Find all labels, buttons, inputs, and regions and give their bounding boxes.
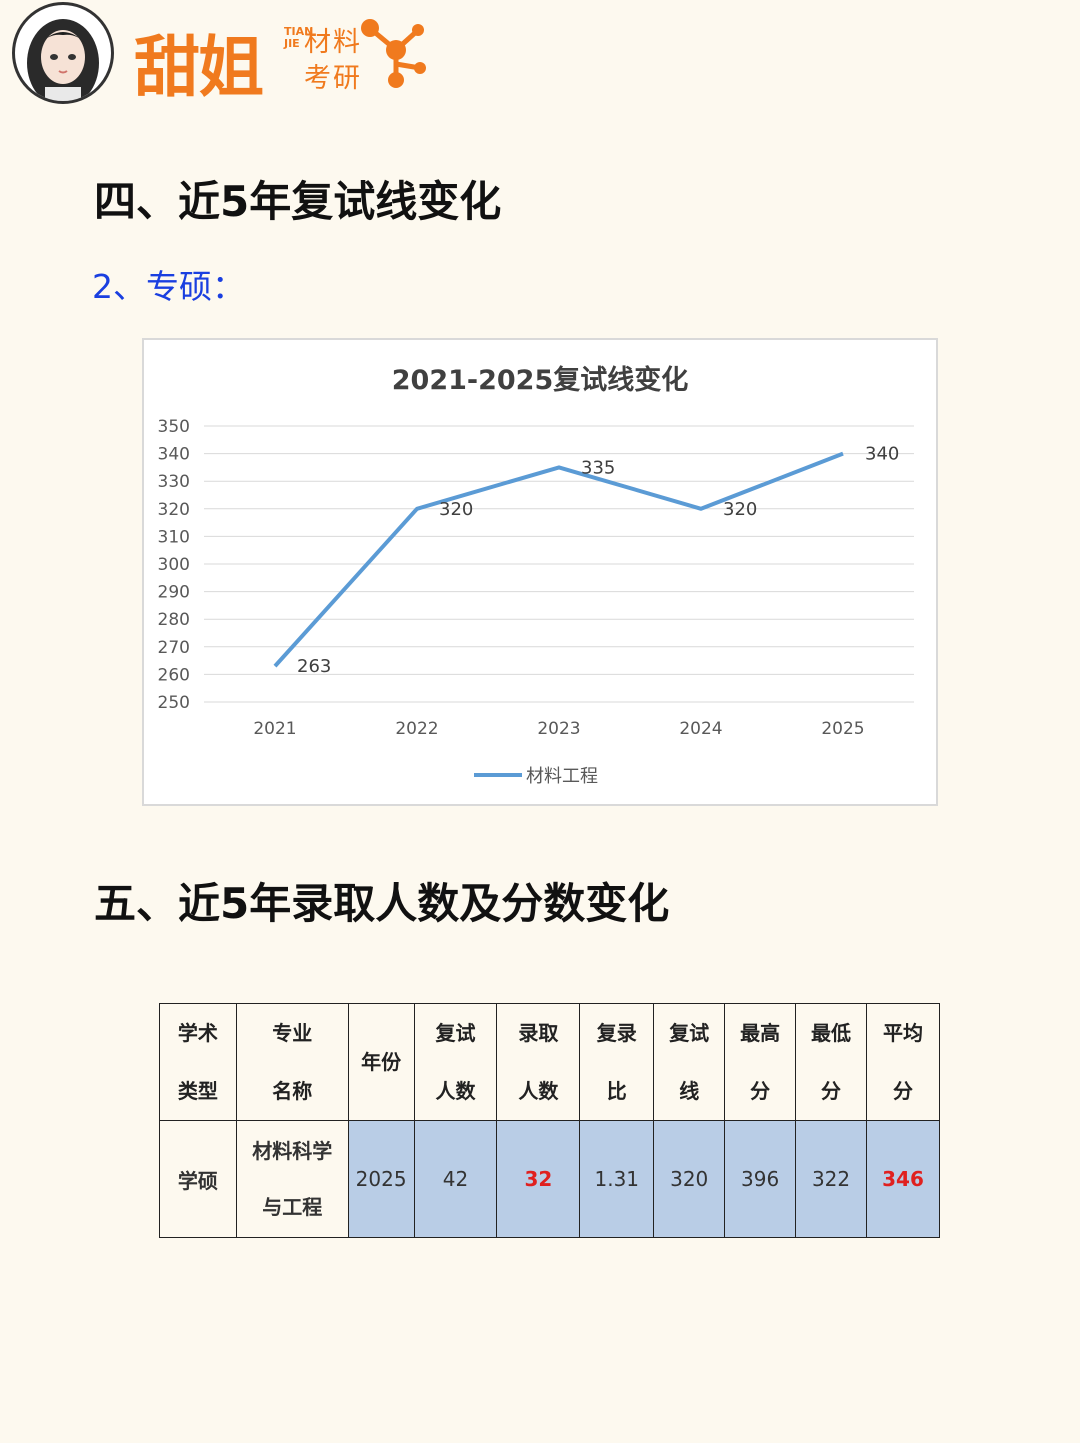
data-label: 335 [581,457,615,478]
header-admit-count: 录取 人数 [496,1003,581,1121]
y-tick-label: 350 [158,417,190,437]
series-line [273,451,844,668]
y-tick-label: 280 [158,610,190,630]
header-retest-count: 复试 人数 [413,1003,498,1121]
cell-type: 学硕 [159,1120,237,1238]
y-tick-label: 330 [158,472,190,492]
y-tick-label: 260 [158,665,190,685]
line-chart: 350 340 330 320 310 300 290 280 270 260 250 2021 202… [142,338,938,806]
y-tick-label: 320 [158,500,190,520]
chart-canvas: 350 340 330 320 310 300 290 280 270 260 250 2021 202… [158,417,914,739]
cell-major: 材料科学 与工程 [235,1120,349,1238]
x-tick-label: 2022 [395,719,438,739]
subsection-title-professional: 2、专硕： [92,267,245,306]
data-label: 320 [723,499,757,520]
cell-admit-count: 32 [496,1120,581,1238]
header-max: 最高分 [724,1003,797,1121]
y-tick-label: 310 [158,527,190,547]
cell-min: 322 [795,1120,867,1238]
y-tick-label: 300 [158,555,190,575]
brand-sub-material: 材料 [304,27,362,58]
x-tick-label: 2021 [253,719,296,739]
header-year: 年份 [347,1003,415,1121]
table-header-row: 学术 类型 专业 名称 年份 复试 人数 录取 人数 复录比 复试线 最高分 最低分 平… [159,1003,940,1121]
cell-line: 320 [653,1120,726,1238]
header-min: 最低分 [795,1003,867,1121]
admission-table: 学术 类型 专业 名称 年份 复试 人数 录取 人数 复录比 复试线 最高分 最低分 平… [159,1003,940,1238]
data-label: 263 [297,656,331,677]
x-tick-label: 2023 [537,719,580,739]
y-tick-label: 250 [158,693,190,713]
molecule-icon [361,19,426,88]
cell-max: 396 [724,1120,797,1238]
y-tick-label: 290 [158,583,190,603]
brand-sub-exam: 考研 [304,63,362,94]
brand-pinyin: TIAN JIE [284,25,314,50]
data-label: 340 [865,444,899,465]
header-major: 专业 名称 [235,1003,349,1121]
avatar [12,2,114,104]
header-type: 学术 类型 [159,1003,237,1121]
section-title-retest-line: 四、近5年复试线变化 [94,177,502,226]
chart-legend: 材料工程 [474,762,598,788]
header-ratio: 复录比 [579,1003,655,1121]
x-tick-label: 2024 [679,719,722,739]
x-tick-label: 2025 [821,719,864,739]
cell-year: 2025 [347,1120,415,1238]
y-tick-label: 270 [158,638,190,658]
section-title-admission: 五、近5年录取人数及分数变化 [94,879,670,928]
header-avg: 平均分 [866,1003,940,1121]
brand-logo-text: 甜姐 [134,29,264,106]
header-line: 复试线 [653,1003,726,1121]
data-label: 320 [439,499,473,520]
chart-title: 2021-2025复试线变化 [391,365,689,396]
legend-label: 材料工程 [526,766,598,787]
legend-swatch [474,773,522,777]
y-tick-label: 340 [158,445,190,465]
table-row: 学硕 材料科学 与工程 2025 42 32 1.31 320 396 322 3… [159,1120,940,1238]
cell-ratio: 1.31 [579,1120,655,1238]
cell-retest-count: 42 [413,1120,498,1238]
cell-avg: 346 [866,1120,940,1238]
